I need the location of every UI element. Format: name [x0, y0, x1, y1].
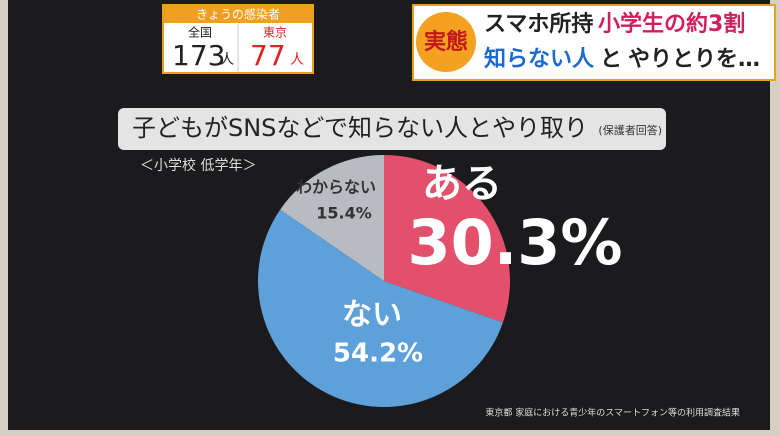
pie-slice: [384, 155, 510, 323]
slice-label: ある: [422, 161, 502, 207]
national-label: 全国: [188, 25, 212, 40]
badge-text: 実態: [424, 29, 468, 55]
source: 東京都 家庭における青少年のスマートフォン等の利用調査結果: [485, 407, 740, 419]
tokyo-label: 東京: [263, 26, 287, 40]
headline-box: [412, 4, 776, 81]
infection-header: [164, 6, 312, 23]
value-label: 54.2%: [333, 339, 423, 369]
title-note: (保護者回答): [598, 123, 662, 137]
title-bar: [118, 108, 666, 150]
headline-text: スマホ所持: [484, 12, 593, 37]
pie: [258, 155, 510, 408]
headline-text: 小学生の約3割: [598, 11, 745, 37]
chart-subtitle: ＜小学校 低学年＞: [140, 157, 256, 174]
headline-text: やりとりを…: [628, 47, 760, 72]
chart-title: 子どもがSNSなどで知らない人とやり取り: [132, 114, 588, 142]
slice-label: ない: [342, 298, 402, 333]
value-label: 15.4%: [316, 204, 372, 223]
national-count: 173: [172, 39, 225, 72]
headline-text: と: [600, 47, 622, 72]
tokyo-count: 77: [250, 39, 286, 72]
unit: 人: [290, 52, 304, 68]
unit: 人: [220, 52, 234, 68]
badge: [416, 12, 476, 72]
headline-text: 知らない人: [484, 46, 594, 72]
infection-title: きょうの感染者: [196, 7, 280, 22]
slice-label: わからない: [296, 178, 376, 197]
pie-slice: [280, 155, 384, 281]
pie-slice: [258, 209, 503, 408]
value-label: 30.3%: [407, 206, 622, 279]
